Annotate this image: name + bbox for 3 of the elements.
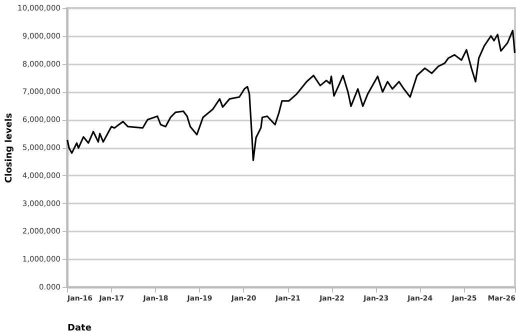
y-axis-title: Closing levels — [4, 113, 15, 183]
x-axis-title: Date — [68, 324, 92, 334]
line-series — [66, 30, 516, 162]
